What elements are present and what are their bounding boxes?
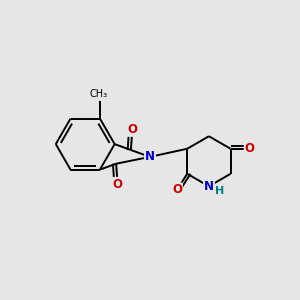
Text: O: O (127, 123, 137, 136)
Text: N: N (204, 180, 214, 193)
Text: H: H (214, 186, 224, 196)
Text: N: N (145, 150, 155, 164)
Text: O: O (172, 184, 182, 196)
Text: O: O (245, 142, 255, 155)
Text: CH₃: CH₃ (89, 88, 107, 99)
Text: O: O (112, 178, 123, 191)
